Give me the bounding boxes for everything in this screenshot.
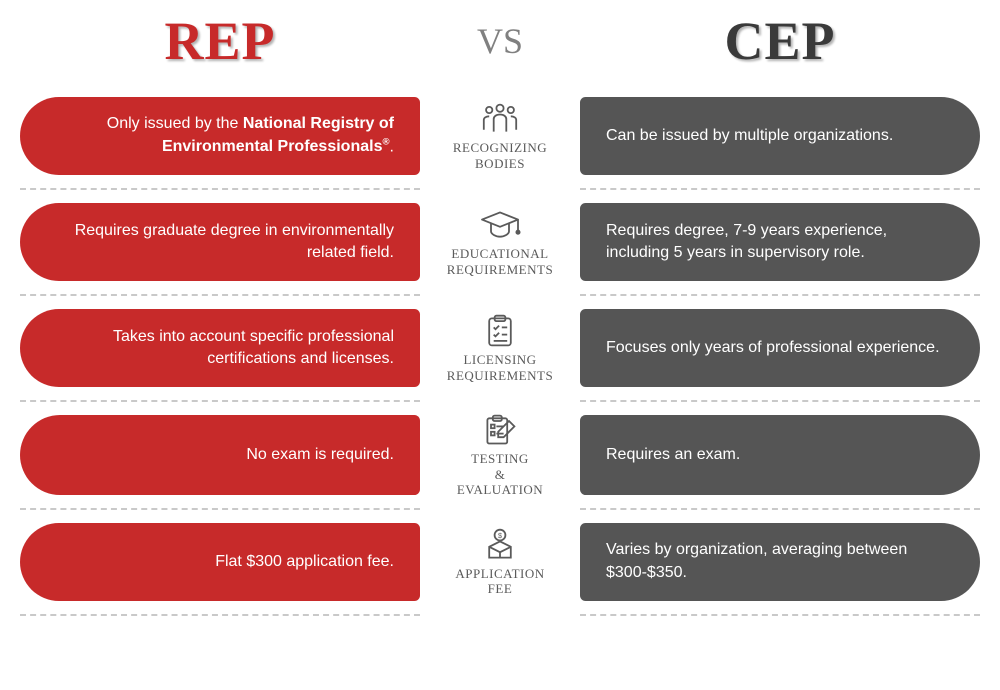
clipboard-pencil-icon bbox=[478, 412, 522, 448]
comparison-row: No exam is required. TESTING&EVALUATION R… bbox=[20, 408, 980, 502]
header-right: CEP bbox=[580, 10, 980, 72]
category-label: APPLICATIONFEE bbox=[455, 566, 544, 597]
vs-label: VS bbox=[477, 21, 523, 61]
divider-row bbox=[20, 182, 980, 196]
category-column: RECOGNIZINGBODIES bbox=[420, 90, 580, 182]
divider bbox=[580, 188, 980, 190]
cep-pill: Requires degree, 7-9 years experience, i… bbox=[580, 203, 980, 281]
cep-pill: Varies by organization, averaging betwee… bbox=[580, 523, 980, 601]
header-left: REP bbox=[20, 10, 420, 72]
rep-title: REP bbox=[165, 11, 276, 71]
cep-text: Requires degree, 7-9 years experience, i… bbox=[606, 220, 954, 265]
comparison-row: Takes into account specific professional… bbox=[20, 302, 980, 394]
divider-row bbox=[20, 394, 980, 408]
cep-text: Varies by organization, averaging betwee… bbox=[606, 539, 954, 584]
comparison-rows: Only issued by the National Registry of … bbox=[20, 90, 980, 622]
cep-text: Focuses only years of professional exper… bbox=[606, 337, 954, 359]
cep-pill: Focuses only years of professional exper… bbox=[580, 309, 980, 387]
cep-text: Can be issued by multiple organizations. bbox=[606, 125, 954, 147]
money-box-icon: $ bbox=[478, 527, 522, 563]
divider bbox=[20, 400, 420, 402]
comparison-infographic: REP VS CEP Only issued by the National R… bbox=[0, 0, 1000, 632]
divider bbox=[20, 188, 420, 190]
divider bbox=[580, 614, 980, 616]
rep-text: Only issued by the National Registry of … bbox=[46, 113, 394, 158]
category-label: RECOGNIZINGBODIES bbox=[453, 140, 547, 171]
category-label: EDUCATIONALREQUIREMENTS bbox=[447, 246, 553, 277]
category-column: TESTING&EVALUATION bbox=[420, 408, 580, 502]
rep-text: Requires graduate degree in environmenta… bbox=[46, 220, 394, 265]
divider bbox=[580, 508, 980, 510]
divider-row bbox=[20, 608, 980, 622]
rep-text: No exam is required. bbox=[46, 444, 394, 466]
divider bbox=[20, 508, 420, 510]
comparison-row: Requires graduate degree in environmenta… bbox=[20, 196, 980, 288]
category-label: LICENSINGREQUIREMENTS bbox=[447, 352, 553, 383]
divider bbox=[20, 614, 420, 616]
category-label: TESTING&EVALUATION bbox=[457, 451, 543, 498]
divider bbox=[20, 294, 420, 296]
category-column: EDUCATIONALREQUIREMENTS bbox=[420, 196, 580, 288]
svg-text:$: $ bbox=[498, 530, 502, 539]
divider-row bbox=[20, 288, 980, 302]
rep-pill: No exam is required. bbox=[20, 415, 420, 495]
cep-pill: Requires an exam. bbox=[580, 415, 980, 495]
category-column: $ APPLICATIONFEE bbox=[420, 516, 580, 608]
cep-text: Requires an exam. bbox=[606, 444, 954, 466]
graduation-icon bbox=[478, 207, 522, 243]
header-center: VS bbox=[420, 20, 580, 62]
people-icon bbox=[478, 101, 522, 137]
rep-text: Takes into account specific professional… bbox=[46, 326, 394, 371]
rep-pill: Requires graduate degree in environmenta… bbox=[20, 203, 420, 281]
header: REP VS CEP bbox=[20, 10, 980, 72]
divider-row bbox=[20, 502, 980, 516]
rep-text: Flat $300 application fee. bbox=[46, 551, 394, 573]
checklist-icon bbox=[478, 313, 522, 349]
category-column: LICENSINGREQUIREMENTS bbox=[420, 302, 580, 394]
comparison-row: Flat $300 application fee. $ APPLICATION… bbox=[20, 516, 980, 608]
comparison-row: Only issued by the National Registry of … bbox=[20, 90, 980, 182]
cep-pill: Can be issued by multiple organizations. bbox=[580, 97, 980, 175]
rep-pill: Takes into account specific professional… bbox=[20, 309, 420, 387]
divider bbox=[580, 294, 980, 296]
rep-pill: Only issued by the National Registry of … bbox=[20, 97, 420, 175]
cep-title: CEP bbox=[725, 11, 836, 71]
divider bbox=[580, 400, 980, 402]
rep-pill: Flat $300 application fee. bbox=[20, 523, 420, 601]
